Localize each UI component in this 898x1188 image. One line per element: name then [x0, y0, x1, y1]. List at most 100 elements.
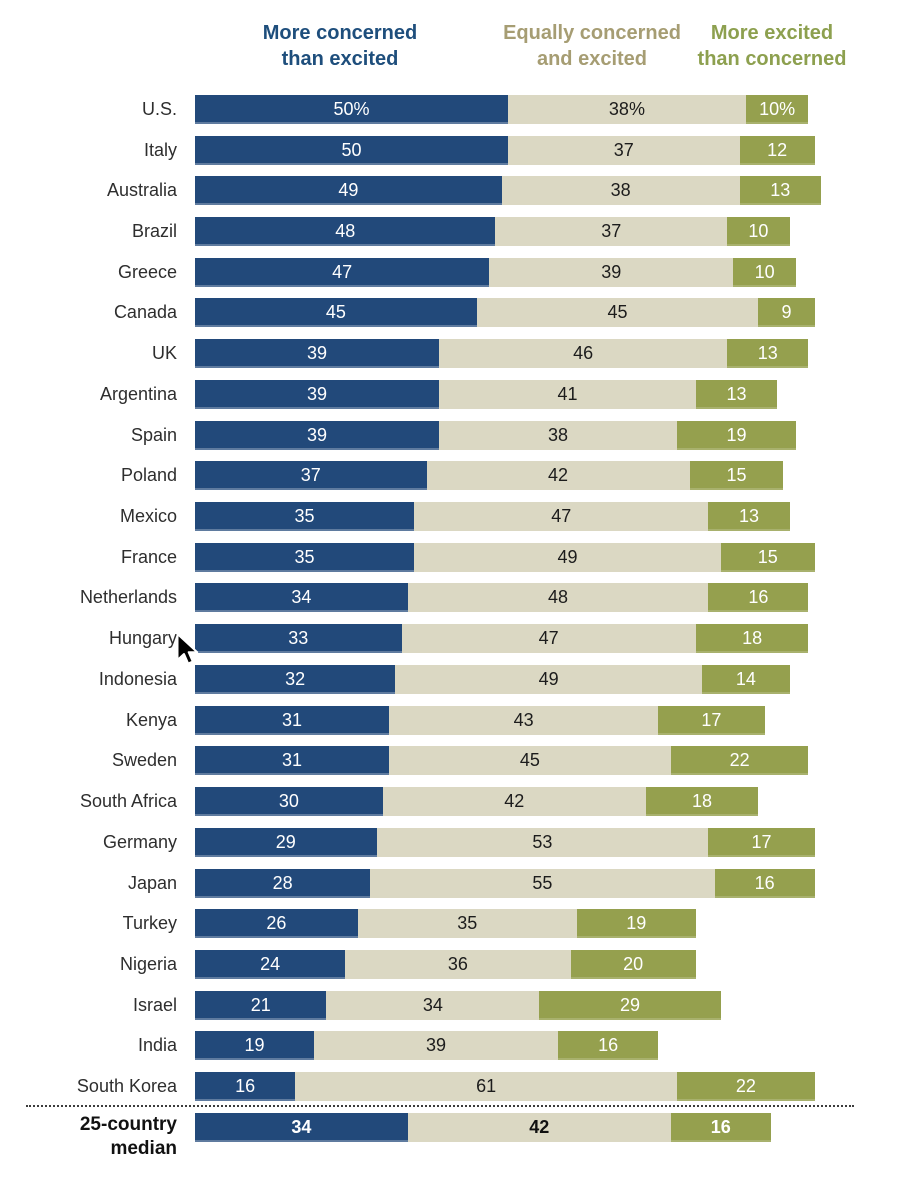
segment-value-label: 19 [244, 1035, 265, 1056]
bar-segment-equally-concerned: 41 [439, 379, 696, 409]
country-row: Greece 47 39 10 [0, 252, 898, 293]
bar-segment-equally-concerned: 39 [313, 1031, 559, 1061]
segment-value-label: 19 [626, 913, 647, 934]
country-label: U.S. [0, 99, 177, 120]
segment-value-label: 16 [710, 1116, 731, 1137]
stacked-bar: 35 47 13 [195, 502, 790, 532]
row-label-line: Sweden [111, 750, 177, 771]
row-label-line: Brazil [131, 221, 177, 242]
country-label: Argentina [0, 384, 177, 405]
country-label: Spain [0, 425, 177, 446]
stacked-bar: 21 34 29 [195, 990, 721, 1020]
bar-segment-equally-concerned: 42 [382, 787, 646, 817]
bar-segment-more-excited: 22 [670, 746, 809, 776]
bar-segment-more-excited: 17 [708, 827, 815, 857]
bar-segment-equally-concerned: 61 [295, 1072, 678, 1102]
segment-value-label: 34 [291, 1116, 312, 1137]
country-label: Kenya [0, 710, 177, 731]
segment-value-label: 17 [701, 709, 722, 730]
row-label-line: Australia [106, 180, 177, 201]
segment-value-label: 43 [513, 709, 534, 730]
bar-segment-equally-concerned: 53 [376, 827, 709, 857]
row-label-line: Nigeria [119, 953, 177, 974]
bar-segment-equally-concerned: 37 [508, 135, 740, 165]
legend-equally-concerned-line2: and excited [536, 48, 648, 70]
country-label: Turkey [0, 913, 177, 934]
segment-value-label: 37 [613, 139, 634, 160]
stacked-bar: 34 48 16 [195, 583, 809, 613]
legend-more-excited: More excited than concerned [698, 20, 847, 72]
segment-value-label: 39 [307, 343, 328, 364]
segment-value-label: 55 [532, 872, 553, 893]
segment-value-label: 37 [601, 221, 622, 242]
segment-value-label: 45 [519, 750, 540, 771]
country-row: Turkey 26 35 19 [0, 903, 898, 944]
bar-segment-equally-concerned: 45 [389, 746, 671, 776]
row-label-line: Indonesia [98, 668, 177, 689]
segment-value-label: 50 [341, 139, 362, 160]
segment-value-label: 14 [735, 668, 756, 689]
country-label: Poland [0, 465, 177, 486]
segment-value-label: 39 [307, 424, 328, 445]
bar-segment-more-excited: 13 [739, 176, 821, 206]
country-label: France [0, 547, 177, 568]
segment-value-label: 50% [333, 98, 370, 119]
country-label: Italy [0, 140, 177, 161]
segment-value-label: 20 [623, 953, 644, 974]
bar-segment-equally-concerned: 38% [508, 94, 746, 124]
segment-value-label: 49 [557, 546, 578, 567]
row-label-line: France [120, 546, 177, 567]
bar-segment-more-concerned: 48 [195, 217, 496, 247]
segment-value-label: 34 [422, 994, 443, 1015]
country-row: Poland 37 42 15 [0, 455, 898, 496]
stacked-bar: 50 37 12 [195, 135, 815, 165]
bar-segment-more-concerned: 29 [195, 827, 377, 857]
country-row: UK 39 46 13 [0, 333, 898, 374]
bar-segment-more-excited: 10% [745, 94, 809, 124]
segment-value-label: 42 [548, 465, 569, 486]
segment-value-label: 22 [735, 1076, 756, 1097]
bar-segment-more-excited: 14 [702, 664, 790, 694]
country-label: Netherlands [0, 587, 177, 608]
country-row: Germany 29 53 17 [0, 822, 898, 863]
segment-value-label: 10% [759, 98, 796, 119]
country-label: South Africa [0, 791, 177, 812]
bar-segment-more-excited: 18 [695, 624, 809, 654]
stacked-bar: 19 39 16 [195, 1031, 659, 1061]
row-label-line: Argentina [99, 383, 177, 404]
bar-segment-more-concerned: 26 [195, 909, 358, 939]
segment-value-label: 38 [610, 180, 631, 201]
bar-segment-more-excited: 29 [539, 990, 721, 1020]
bar-segment-more-excited: 13 [727, 339, 809, 369]
bar-segment-more-concerned: 32 [195, 664, 396, 694]
segment-value-label: 32 [285, 668, 306, 689]
country-row: Nigeria 24 36 20 [0, 944, 898, 985]
stacked-bar: 28 55 16 [195, 868, 815, 898]
bar-segment-more-concerned: 45 [195, 298, 477, 328]
country-label: Israel [0, 995, 177, 1016]
bar-segment-equally-concerned: 47 [414, 502, 709, 532]
bar-segment-equally-concerned: 35 [357, 909, 577, 939]
bar-segment-more-concerned: 16 [195, 1072, 296, 1102]
bar-segment-more-concerned: 28 [195, 868, 371, 898]
row-label-line: South Africa [79, 791, 177, 812]
segment-value-label: 31 [282, 709, 303, 730]
row-label-line: Germany [102, 831, 177, 852]
bar-segment-more-excited: 12 [739, 135, 815, 165]
bar-segment-more-concerned: 49 [195, 176, 502, 206]
bar-segment-more-concerned: 24 [195, 949, 346, 979]
segment-value-label: 22 [729, 750, 750, 771]
bar-segment-more-excited: 16 [708, 583, 809, 613]
stacked-bar: 39 38 19 [195, 420, 796, 450]
bar-segment-more-concerned: 39 [195, 420, 440, 450]
bar-segment-more-excited: 13 [708, 502, 790, 532]
bar-segment-more-excited: 18 [645, 787, 759, 817]
bar-segment-more-excited: 19 [576, 909, 696, 939]
segment-value-label: 9 [781, 302, 792, 323]
country-row: Sweden 31 45 22 [0, 741, 898, 782]
row-label-line: Turkey [122, 913, 177, 934]
stacked-bar: 26 35 19 [195, 909, 696, 939]
row-label-line: South Korea [76, 1076, 177, 1097]
row-label-line: median [110, 1137, 177, 1159]
bar-segment-more-excited: 13 [695, 379, 778, 409]
